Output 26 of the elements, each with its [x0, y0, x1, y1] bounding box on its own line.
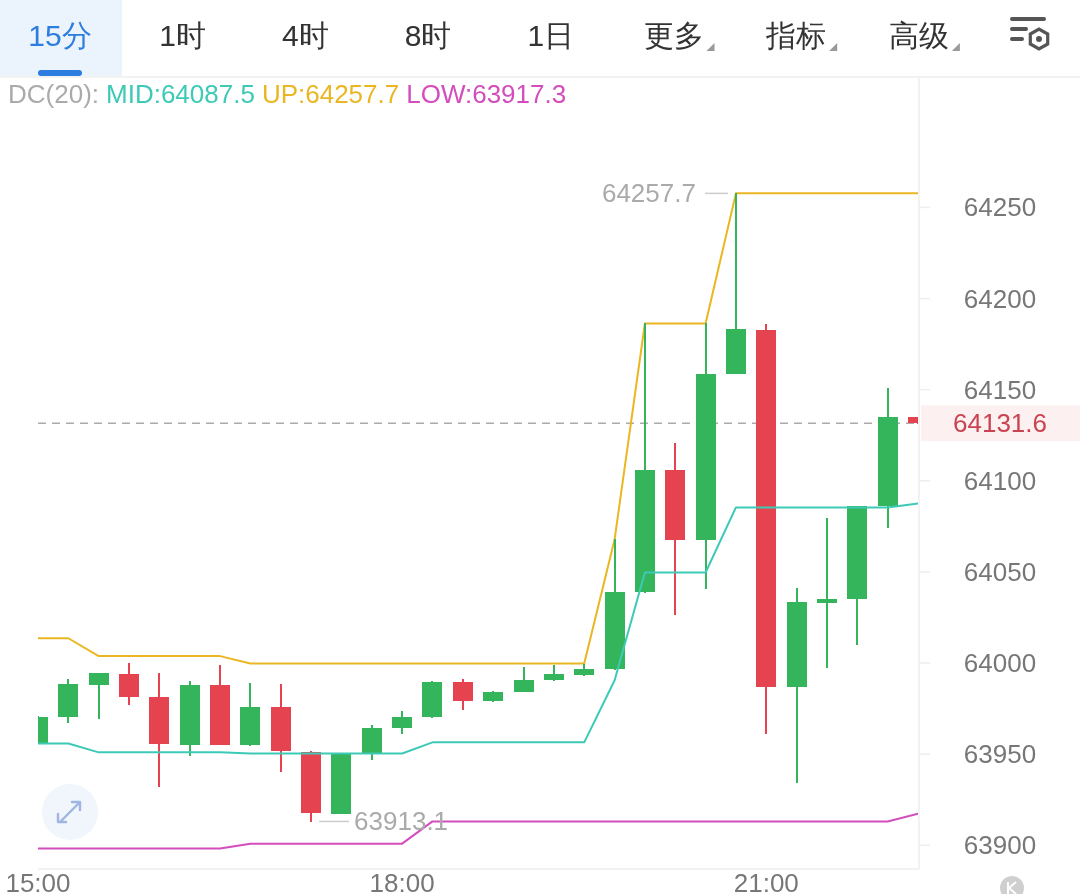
x-tick-label: 21:00	[733, 868, 799, 894]
tab-label: 指标	[766, 19, 827, 52]
tab-label: 1日	[527, 19, 575, 52]
legend-label: UP:64257.7	[261, 79, 400, 109]
tab-label: 15分	[28, 19, 92, 52]
tab-label: 1时	[159, 19, 207, 52]
y-tick-label: 64200	[963, 283, 1037, 314]
legend-label: MID:64087.5	[106, 79, 255, 109]
tab-label: 8时	[404, 19, 452, 52]
y-tick-label: 63900	[963, 830, 1037, 861]
note: 64257.7	[601, 178, 696, 209]
y-tick-label: 63950	[963, 739, 1037, 770]
legend-label: LOW:63917.3	[406, 79, 567, 109]
y-tick-label: 64000	[963, 648, 1037, 679]
y-tick-label: 64050	[963, 556, 1037, 587]
y-tick-label: 64250	[963, 192, 1037, 223]
x-tick-label: 18:00	[369, 868, 435, 894]
note: 63913.1	[354, 806, 449, 837]
tab-label: 4时	[282, 19, 329, 52]
tab-label: 高级	[888, 19, 949, 52]
price-tag: 64131.6	[953, 408, 1047, 439]
legend-title: DC(20):	[8, 79, 99, 109]
x-tick-label: 15:00	[5, 868, 71, 894]
y-tick-label: 64150	[963, 374, 1037, 405]
y-tick-label: 64100	[963, 465, 1037, 496]
tab-label: 更多	[643, 19, 704, 52]
